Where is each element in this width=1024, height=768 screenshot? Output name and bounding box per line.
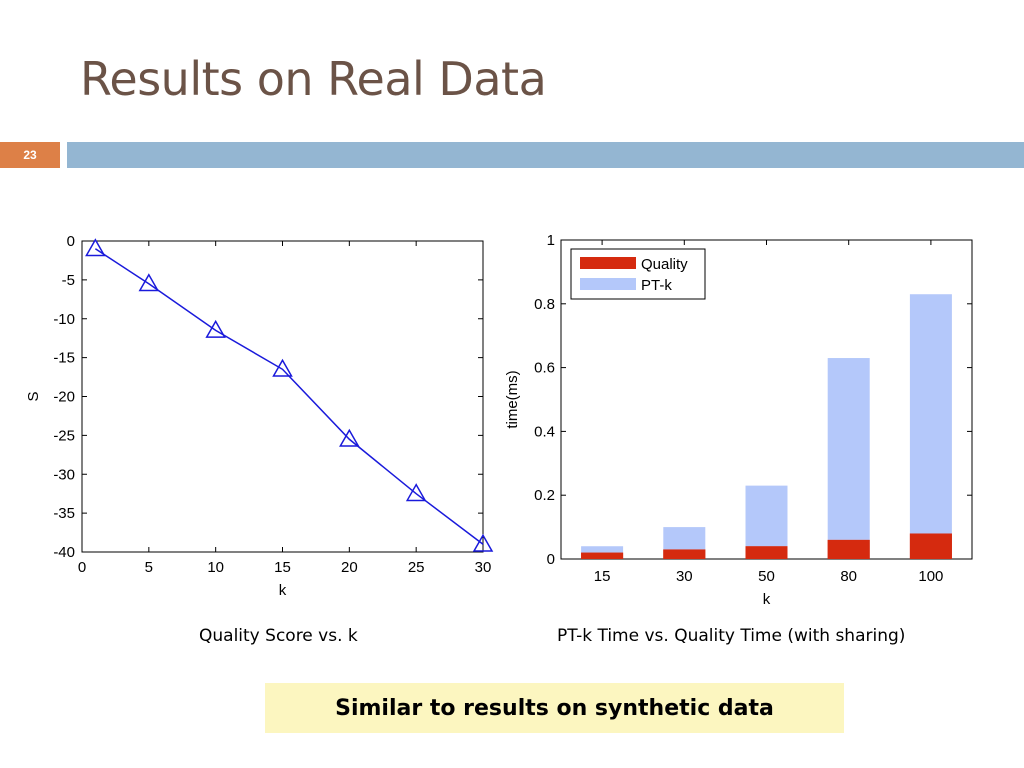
y-tick-label: 0.2 [534, 487, 555, 504]
bar-pt-k [909, 294, 952, 534]
y-tick-label: 1 [547, 232, 555, 249]
y-tick-label: 0 [547, 551, 555, 568]
bar-quality-segment [581, 552, 624, 559]
bar-pt-k [581, 546, 624, 553]
y-tick-label: 0.8 [534, 296, 555, 313]
bar-quality-segment [663, 549, 706, 559]
x-tick-label: 0 [78, 559, 86, 576]
data-point-triangle [472, 533, 494, 552]
time-comparison-chart: 0 0.2 0.4 0.6 0.8 1 15 30 50 80 100 k time(ms) Qualit… [504, 232, 973, 608]
y-tick-label: 0.4 [534, 423, 555, 440]
x-tick-label: 25 [408, 559, 425, 576]
y-tick-label: -5 [62, 272, 75, 289]
x-tick-label: 10 [207, 559, 224, 576]
bar-quality-segment [745, 546, 788, 559]
x-tick-label: 30 [475, 559, 492, 576]
legend-swatch-quality [580, 257, 636, 269]
y-tick-label: -40 [53, 544, 75, 561]
header-rule [67, 142, 1024, 168]
bar-quality-segment [827, 539, 870, 559]
bar-pt-k [663, 527, 706, 550]
bar-pt-k [745, 485, 788, 547]
y-tick-label: -35 [53, 505, 75, 522]
y-tick-label: 0.6 [534, 360, 555, 377]
summary-callout: Similar to results on synthetic data [265, 683, 844, 733]
legend: Quality PT-k [570, 248, 706, 300]
slide-title: Results on Real Data [80, 52, 547, 106]
legend-label: PT-k [641, 277, 672, 294]
data-point-triangle [205, 319, 226, 338]
slide-number: 23 [0, 142, 60, 168]
y-axis-label: time(ms) [504, 370, 521, 428]
x-axis-label: k [763, 591, 771, 608]
data-point-triangle [138, 273, 160, 292]
y-axis-label: S [25, 391, 42, 401]
x-tick-label: 15 [594, 568, 611, 585]
x-tick-label: 80 [840, 568, 857, 585]
bar-quality-segment [909, 533, 952, 559]
x-tick-label: 100 [918, 568, 943, 585]
legend-label: Quality [641, 256, 688, 273]
data-point-triangle [405, 483, 427, 502]
x-tick-label: 50 [758, 568, 775, 585]
legend-swatch-pt-k [580, 278, 636, 290]
y-tick-label: -10 [53, 311, 75, 328]
x-tick-label: 15 [274, 559, 291, 576]
quality-score-chart: 0 5 10 15 20 25 30 0 -5 -10 -15 -20 -25 -30 -35 -40 k S [25, 233, 494, 599]
y-tick-label: -20 [53, 389, 75, 406]
x-axis-label: k [279, 582, 287, 599]
x-tick-label: 5 [145, 559, 153, 576]
data-point-triangle [272, 358, 293, 377]
y-tick-label: -15 [53, 350, 75, 367]
y-tick-label: -25 [53, 427, 75, 444]
y-tick-label: -30 [53, 466, 75, 483]
y-tick-label: 0 [67, 233, 75, 250]
right-chart-caption: PT-k Time vs. Quality Time (with sharing… [557, 626, 906, 646]
series-line [94, 248, 484, 545]
x-tick-label: 20 [341, 559, 358, 576]
left-chart-caption: Quality Score vs. k [199, 626, 358, 646]
data-point-triangle [85, 238, 106, 257]
data-point-triangle [339, 428, 360, 447]
x-tick-label: 30 [676, 568, 693, 585]
bar-pt-k [827, 358, 870, 540]
